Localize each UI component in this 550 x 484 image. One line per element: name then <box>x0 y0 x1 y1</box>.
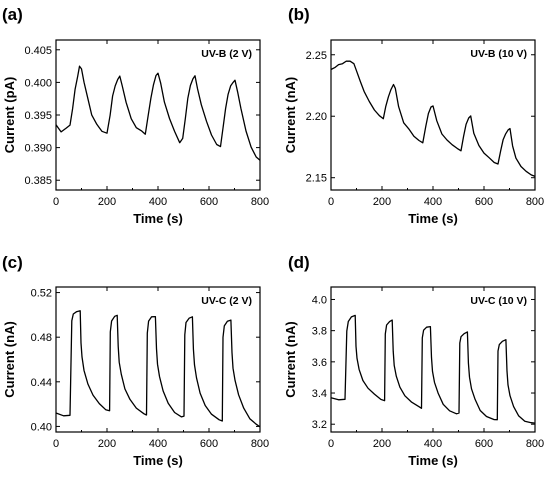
y-tick-label: 3.8 <box>312 326 327 338</box>
x-tick-label: 800 <box>251 438 269 450</box>
y-tick-label: 2.20 <box>306 111 327 123</box>
plot-frame <box>55 39 261 191</box>
series-line <box>55 310 261 428</box>
condition-annotation: UV-C (10 V) <box>470 295 527 307</box>
condition-annotation: UV-B (10 V) <box>470 48 527 60</box>
y-tick-label: 3.6 <box>312 357 327 369</box>
x-axis-title: Time (s) <box>133 453 183 468</box>
x-tick-label: 0 <box>53 438 59 450</box>
x-tick-label: 600 <box>200 438 218 450</box>
x-tick-label: 400 <box>149 438 167 450</box>
x-tick-label: 200 <box>98 196 116 208</box>
plot-frame <box>330 286 536 433</box>
panel-label: (d) <box>288 253 310 272</box>
y-tick-label: 3.2 <box>312 419 327 431</box>
y-axis-title: Current (nA) <box>283 321 298 398</box>
y-tick-label: 0.52 <box>31 288 52 300</box>
series-line <box>330 60 536 178</box>
y-tick-label: 0.40 <box>31 421 52 433</box>
y-tick-label: 0.48 <box>31 332 52 344</box>
chart-panel-a: (a) 0 200 400 600 800 0.385 0.390 0.395 0.400 0.40… <box>2 5 269 226</box>
y-tick-label: 0.390 <box>24 143 52 155</box>
y-tick-label: 0.395 <box>24 110 52 122</box>
y-tick-label: 4.0 <box>312 294 327 306</box>
panel-label: (c) <box>2 253 23 272</box>
x-tick-label: 200 <box>373 438 391 450</box>
y-tick-label: 0.400 <box>24 77 52 89</box>
x-tick-label: 800 <box>526 438 544 450</box>
x-tick-label: 400 <box>424 196 442 208</box>
x-tick-label: 0 <box>328 438 334 450</box>
y-axis-title: Current (nA) <box>2 321 17 398</box>
x-tick-label: 600 <box>475 438 493 450</box>
chart-panel-c: (c) 0 200 400 600 800 0.40 0.44 0.48 0.52 Time (s)… <box>2 253 269 468</box>
condition-annotation: UV-B (2 V) <box>201 48 252 60</box>
x-tick-label: 0 <box>328 196 334 208</box>
x-tick-label: 400 <box>149 196 167 208</box>
y-tick-label: 0.385 <box>24 175 52 187</box>
panel-label: (b) <box>288 5 310 24</box>
y-axis-title: Current (pA) <box>2 77 17 154</box>
y-tick-label: 2.15 <box>306 173 327 185</box>
x-tick-label: 0 <box>53 196 59 208</box>
series-line <box>55 65 261 161</box>
x-axis-title: Time (s) <box>408 211 458 226</box>
x-axis-title: Time (s) <box>133 211 183 226</box>
x-tick-label: 600 <box>475 196 493 208</box>
x-tick-label: 200 <box>373 196 391 208</box>
y-tick-label: 2.25 <box>306 50 327 62</box>
y-tick-label: 0.44 <box>31 377 52 389</box>
y-tick-label: 0.405 <box>24 45 52 57</box>
x-tick-label: 800 <box>526 196 544 208</box>
chart-panel-b: (b) 0 200 400 600 800 2.15 2.20 2.25 Time (s) Curr… <box>283 5 544 226</box>
x-tick-label: 200 <box>98 438 116 450</box>
x-tick-label: 800 <box>251 196 269 208</box>
x-tick-label: 400 <box>424 438 442 450</box>
series-line <box>330 314 536 424</box>
y-axis-title: Current (nA) <box>283 77 298 154</box>
chart-panel-d: (d) 0 200 400 600 800 3.2 3.4 3.6 3.8 4.0 Time (s) C… <box>283 253 544 468</box>
condition-annotation: UV-C (2 V) <box>201 295 252 307</box>
plot-frame <box>55 286 261 433</box>
plot-frame <box>330 39 536 191</box>
y-tick-label: 3.4 <box>312 388 327 400</box>
panel-label: (a) <box>2 5 23 24</box>
x-tick-label: 600 <box>200 196 218 208</box>
x-axis-title: Time (s) <box>408 453 458 468</box>
